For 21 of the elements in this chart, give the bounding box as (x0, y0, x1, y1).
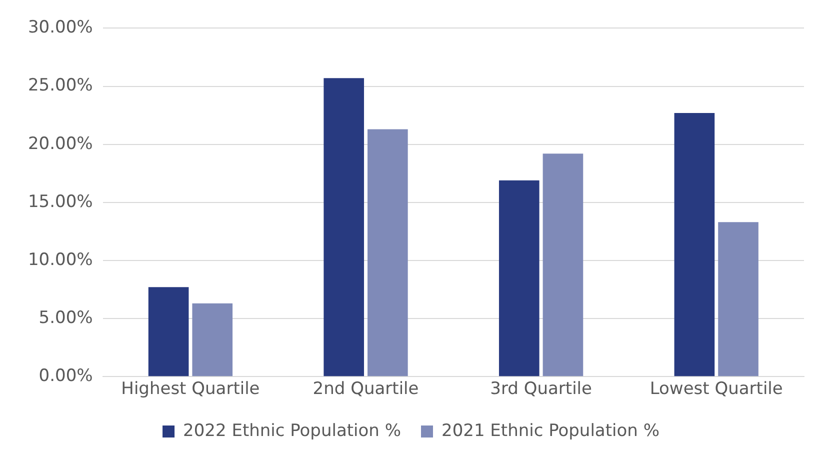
bar (148, 287, 189, 376)
y-tick-label: 5.00% (38, 308, 93, 328)
bar (542, 154, 584, 376)
y-tick-label: 20.00% (28, 134, 93, 154)
bar (674, 112, 715, 376)
y-tick-label: 30.00% (28, 18, 93, 38)
x-tick-label: Highest Quartile (121, 379, 260, 400)
y-tick-label: 0.00% (38, 366, 93, 386)
y-tick-label: 10.00% (28, 250, 93, 270)
y-tick-label: 15.00% (28, 192, 93, 212)
x-tick-label: Lowest Quartile (650, 379, 783, 400)
y-tick-label: 25.00% (28, 76, 93, 96)
legend-label: 2022 Ethnic Population % (183, 420, 402, 441)
x-tick-label: 2nd Quartile (312, 379, 419, 400)
bar (718, 222, 758, 376)
bar (498, 180, 540, 376)
bar (192, 303, 233, 376)
bar (368, 129, 408, 376)
x-tick-label: 3rd Quartile (490, 379, 592, 400)
bar (324, 78, 364, 376)
legend-label: 2021 Ethnic Population % (442, 420, 660, 441)
